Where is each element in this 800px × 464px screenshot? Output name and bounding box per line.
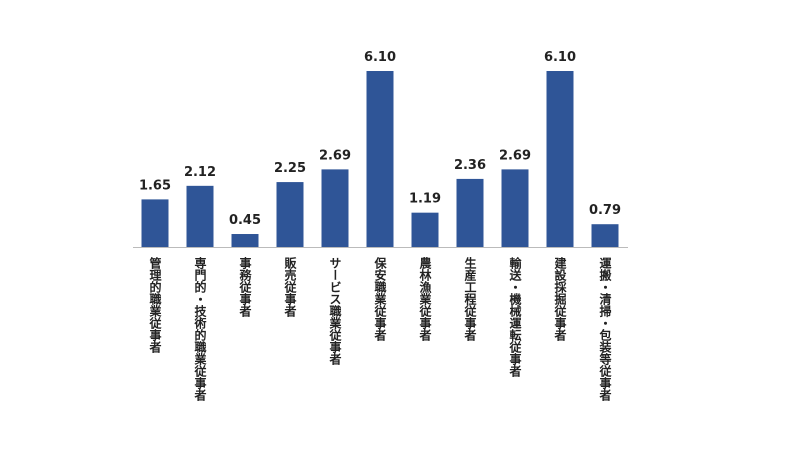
value-label: 2.69: [499, 148, 531, 163]
value-label: 2.36: [454, 158, 486, 173]
x-tick-label: 保安職業従事者: [373, 256, 387, 342]
bar: [276, 182, 304, 247]
bar: [546, 71, 574, 247]
value-label: 6.10: [544, 50, 576, 65]
x-tick-label: サービス職業従事者: [328, 257, 342, 366]
value-label: 0.45: [229, 213, 261, 228]
bar: [141, 199, 169, 247]
x-tick-label: 運搬・清掃・包装等従事者: [598, 257, 612, 402]
value-label: 2.12: [184, 165, 216, 180]
bar: [591, 224, 619, 247]
bar: [501, 169, 529, 247]
x-tick-label: 生産工程従事者: [463, 256, 477, 342]
value-label: 1.65: [139, 178, 171, 193]
x-tick-label: 事務従事者: [238, 256, 252, 318]
x-tick-label: 建設採掘従事者: [553, 256, 567, 342]
x-tick-label: 専門的・技術的職業従事者: [193, 256, 207, 402]
x-tick-label: 管理的職業従事者: [148, 256, 162, 354]
value-label: 2.25: [274, 161, 306, 176]
value-label: 2.69: [319, 148, 351, 163]
bar: [456, 178, 484, 247]
x-tick-label: 販売従事者: [283, 256, 297, 318]
x-tick-label: 農林漁業従事者: [418, 256, 432, 342]
x-tick-label: 輸送・機械運転従事者: [508, 256, 522, 378]
bar: [366, 71, 394, 247]
value-label: 0.79: [589, 203, 621, 218]
bar: [231, 234, 259, 247]
bar: [186, 185, 214, 247]
value-label: 6.10: [364, 50, 396, 65]
bar: [411, 212, 439, 247]
value-label: 1.19: [409, 192, 441, 207]
bar: [321, 169, 349, 247]
